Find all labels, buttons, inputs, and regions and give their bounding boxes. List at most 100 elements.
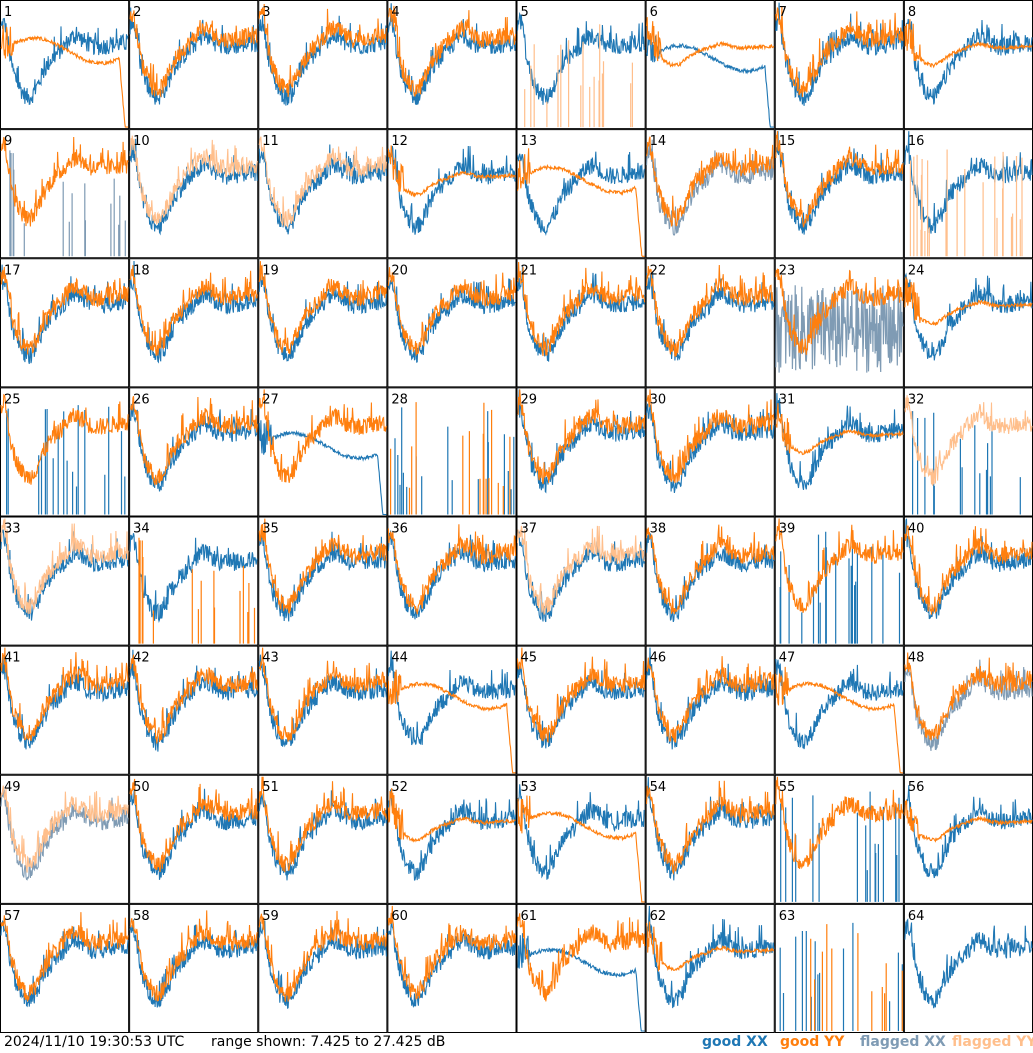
series-xx-34	[129, 533, 258, 623]
panel-label: 64	[908, 909, 925, 924]
panel-label: 61	[521, 909, 538, 924]
panel-label: 25	[4, 392, 21, 407]
panel-label: 47	[779, 651, 796, 666]
panel-frame	[645, 387, 775, 517]
panel-label: 40	[908, 522, 925, 537]
panel-frame	[0, 645, 130, 775]
panel-label: 23	[779, 263, 796, 278]
panel-28: 28	[387, 387, 517, 517]
panel-48: 48	[903, 645, 1033, 775]
series-xx-18	[129, 260, 258, 364]
panel-43: 43	[258, 645, 388, 775]
panel-29: 29	[516, 387, 646, 517]
series-xx-63	[779, 922, 903, 1031]
series-yy-49	[0, 785, 129, 873]
series-yy-56	[904, 800, 1033, 843]
panel-label: 20	[391, 263, 408, 278]
panel-frame	[903, 645, 1033, 775]
panel-frame	[774, 645, 904, 775]
series-yy-43	[258, 647, 387, 742]
series-yy-19	[258, 261, 387, 355]
panel-frame	[258, 129, 388, 259]
series-yy-57	[0, 912, 129, 1002]
series-xx-6	[646, 35, 774, 128]
panel-62: 62	[645, 903, 775, 1033]
panel-frame	[645, 258, 775, 388]
series-yy-32	[904, 395, 1033, 486]
panel-8: 8	[903, 0, 1033, 130]
panel-32: 32	[903, 387, 1033, 517]
series-xx-9	[9, 150, 126, 257]
series-yy-36	[387, 524, 517, 615]
panel-label: 12	[391, 134, 408, 149]
series-xx-25	[6, 405, 126, 515]
series-xx-37	[516, 531, 646, 623]
series-xx-53	[517, 784, 645, 880]
series-yy-22	[646, 264, 775, 358]
series-xx-16	[904, 131, 1033, 234]
series-yy-17	[0, 266, 129, 355]
series-yy-14	[646, 136, 775, 227]
series-xx-46	[646, 647, 775, 750]
footer-bar: 2024/11/10 19:30:53 UTC range shown: 7.4…	[0, 1033, 1033, 1053]
series-yy-35	[258, 518, 387, 614]
series-yy-15	[775, 131, 904, 228]
panel-63: 63	[774, 903, 904, 1033]
series-xx-13	[516, 151, 646, 236]
panel-17: 17	[0, 258, 130, 388]
panel-label: 44	[391, 651, 408, 666]
series-yy-8	[904, 19, 1033, 69]
panel-label: 26	[133, 392, 150, 407]
series-yy-20	[387, 267, 517, 356]
panel-22: 22	[645, 258, 775, 388]
panel-frame	[387, 645, 517, 775]
panel-frame	[645, 129, 775, 259]
panel-frame	[258, 903, 388, 1033]
panel-61: 61	[516, 903, 646, 1033]
panel-25: 25	[0, 387, 130, 517]
panel-frame	[516, 258, 646, 388]
panel-23: 23	[774, 258, 904, 388]
panel-frame	[0, 903, 130, 1033]
panel-45: 45	[516, 645, 646, 775]
panel-label: 49	[4, 780, 21, 795]
series-xx-11	[258, 144, 387, 235]
panel-label: 9	[4, 134, 12, 149]
panel-label: 52	[391, 780, 408, 795]
series-yy-12	[387, 145, 517, 198]
timestamp-text: 2024/11/10 19:30:53 UTC	[4, 1034, 185, 1050]
series-yy-55	[775, 776, 904, 870]
series-xx-51	[258, 790, 387, 881]
panel-2: 2	[129, 0, 259, 130]
panel-frame	[645, 0, 775, 130]
series-yy-50	[129, 778, 258, 873]
series-yy-34	[138, 537, 256, 644]
range-shown-text: range shown: 7.425 to 27.425 dB	[211, 1034, 446, 1050]
panel-frame	[903, 0, 1033, 130]
panel-53: 53	[516, 774, 646, 904]
panel-label: 11	[262, 134, 279, 149]
panel-label: 14	[650, 134, 667, 149]
panel-frame	[645, 516, 775, 646]
series-xx-31	[775, 393, 904, 491]
series-yy-1	[0, 25, 129, 128]
series-xx-32	[912, 411, 1021, 515]
series-xx-49	[0, 789, 129, 881]
panel-label: 15	[779, 134, 796, 149]
series-yy-38	[646, 524, 775, 614]
panel-label: 45	[521, 651, 538, 666]
panel-37: 37	[516, 516, 646, 646]
panel-label: 19	[262, 263, 279, 278]
series-yy-62	[646, 921, 774, 972]
series-xx-47	[775, 658, 904, 750]
series-xx-39	[779, 531, 901, 644]
panel-label: 33	[4, 522, 21, 537]
series-yy-10	[129, 135, 258, 225]
panel-frame	[258, 516, 388, 646]
panel-frame	[0, 0, 130, 130]
series-yy-26	[129, 396, 258, 487]
panel-label: 42	[133, 651, 150, 666]
panel-frame	[387, 774, 517, 904]
panel-label: 5	[521, 5, 529, 20]
panel-label: 13	[521, 134, 538, 149]
